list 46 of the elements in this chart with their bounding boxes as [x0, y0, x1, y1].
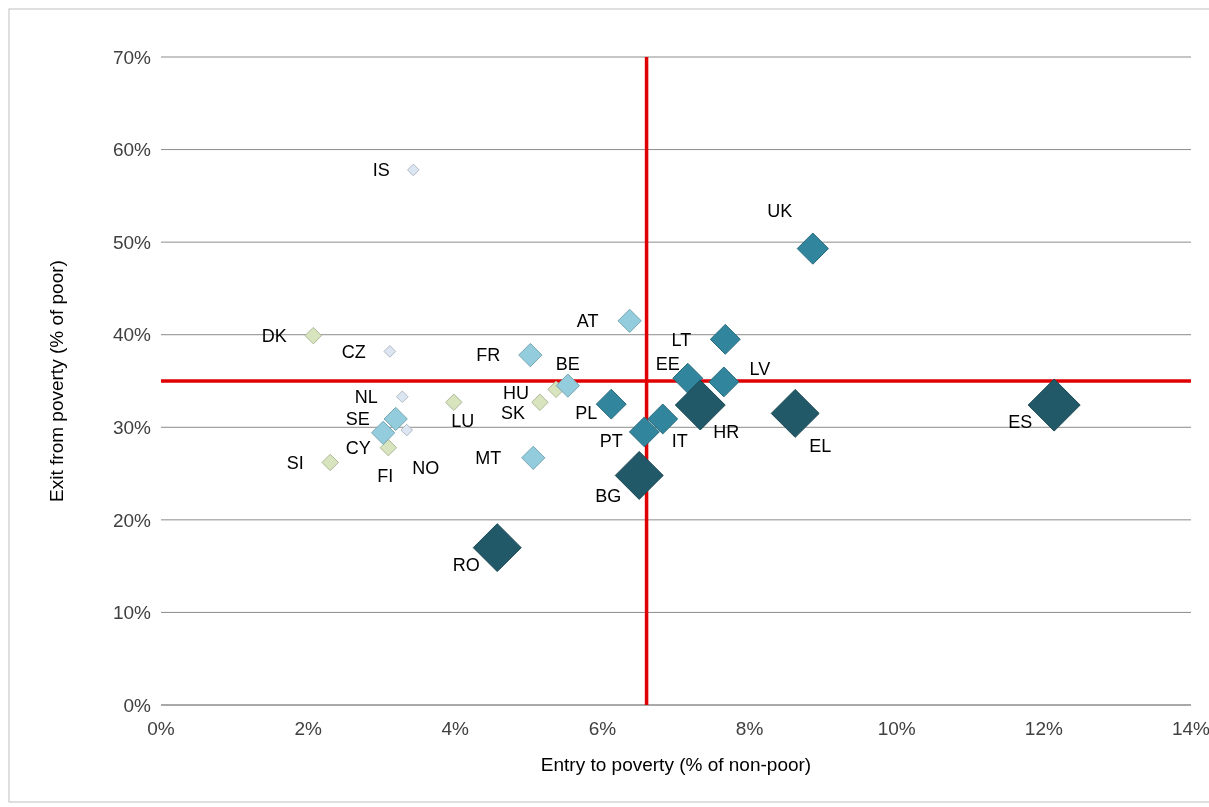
x-tick-label: 10% — [877, 718, 916, 739]
y-tick-label: 10% — [112, 602, 152, 624]
annotation: DK — [261, 325, 287, 346]
x-tick-label: 8% — [735, 718, 764, 739]
annotation: NL — [354, 387, 378, 408]
annotation: LV — [749, 359, 771, 380]
y-tick-label: 40% — [112, 324, 152, 346]
y-tick-label: 70% — [112, 46, 152, 68]
annotation: SK — [500, 402, 525, 423]
x-tick-label: 2% — [294, 718, 322, 739]
annotation: RO — [452, 554, 480, 575]
x-tick-label: 0% — [147, 718, 175, 739]
x-tick-label: 14% — [1171, 718, 1209, 739]
annotation: PL — [575, 403, 598, 424]
annotation: IT — [671, 431, 688, 452]
annotation: LT — [671, 329, 692, 350]
annotation: LU — [451, 410, 475, 431]
annotation: EL — [809, 435, 832, 456]
x-tick-label: 12% — [1024, 718, 1063, 739]
annotation: FR — [476, 345, 501, 366]
y-tick-label: 20% — [112, 509, 152, 531]
annotation: BG — [595, 485, 622, 506]
annotation: CZ — [341, 341, 366, 362]
annotation: CY — [345, 437, 371, 458]
y-tick-label: 60% — [112, 139, 152, 161]
annotation: NO — [412, 458, 440, 479]
y-tick-label: 0% — [123, 694, 152, 716]
annotation: IS — [372, 160, 390, 181]
annotation: HU — [503, 382, 530, 403]
y-tick-label: 30% — [112, 416, 152, 438]
x-axis-title: Entry to poverty (% of non-poor) — [540, 754, 812, 775]
x-tick-label: 4% — [441, 718, 470, 739]
y-axis-title: Exit from poverty (% of poor) — [46, 260, 67, 502]
annotation: UK — [767, 200, 793, 221]
annotation: AT — [576, 311, 599, 332]
x-tick-label: 6% — [588, 718, 617, 739]
annotation: MT — [475, 448, 502, 469]
annotation: FI — [377, 466, 394, 487]
annotation: ES — [1008, 412, 1033, 433]
annotation: BE — [555, 353, 580, 374]
annotation: EE — [655, 353, 680, 374]
annotation: SE — [345, 409, 370, 430]
y-tick-label: 50% — [112, 231, 152, 253]
annotation: SI — [286, 452, 304, 473]
annotation: HR — [713, 422, 740, 443]
annotation: PT — [599, 431, 623, 452]
